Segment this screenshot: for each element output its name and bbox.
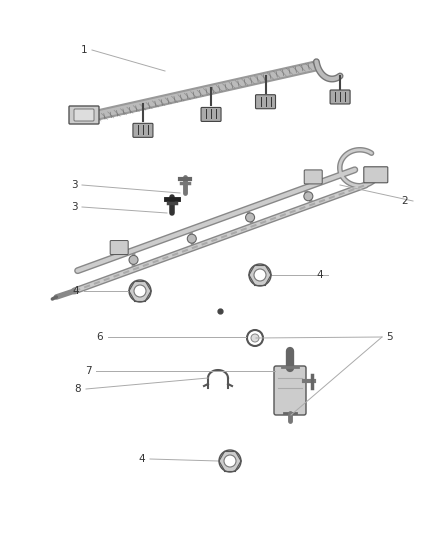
FancyBboxPatch shape	[273, 366, 305, 415]
Circle shape	[187, 234, 196, 243]
FancyBboxPatch shape	[363, 167, 387, 183]
Text: 2: 2	[401, 196, 407, 206]
Circle shape	[219, 450, 240, 472]
Text: 4: 4	[73, 286, 79, 296]
Text: 6: 6	[96, 332, 103, 342]
Circle shape	[251, 334, 258, 342]
Text: 3: 3	[71, 180, 77, 190]
Circle shape	[248, 264, 270, 286]
FancyBboxPatch shape	[255, 95, 275, 109]
FancyBboxPatch shape	[304, 170, 321, 184]
Circle shape	[245, 213, 254, 222]
Circle shape	[134, 285, 146, 297]
Text: 4: 4	[316, 270, 322, 280]
Circle shape	[129, 280, 151, 302]
FancyBboxPatch shape	[110, 240, 128, 255]
FancyBboxPatch shape	[329, 90, 349, 104]
Text: 4: 4	[138, 454, 145, 464]
Text: 1: 1	[81, 45, 87, 55]
FancyBboxPatch shape	[133, 123, 152, 138]
FancyBboxPatch shape	[69, 106, 99, 124]
FancyBboxPatch shape	[201, 108, 221, 122]
Circle shape	[303, 192, 312, 201]
Text: 3: 3	[71, 202, 77, 212]
Text: 7: 7	[85, 366, 91, 376]
Circle shape	[223, 455, 236, 467]
FancyBboxPatch shape	[74, 109, 94, 121]
Circle shape	[129, 255, 138, 264]
Text: 5: 5	[386, 332, 392, 342]
Circle shape	[254, 269, 265, 281]
Text: 8: 8	[74, 384, 81, 394]
